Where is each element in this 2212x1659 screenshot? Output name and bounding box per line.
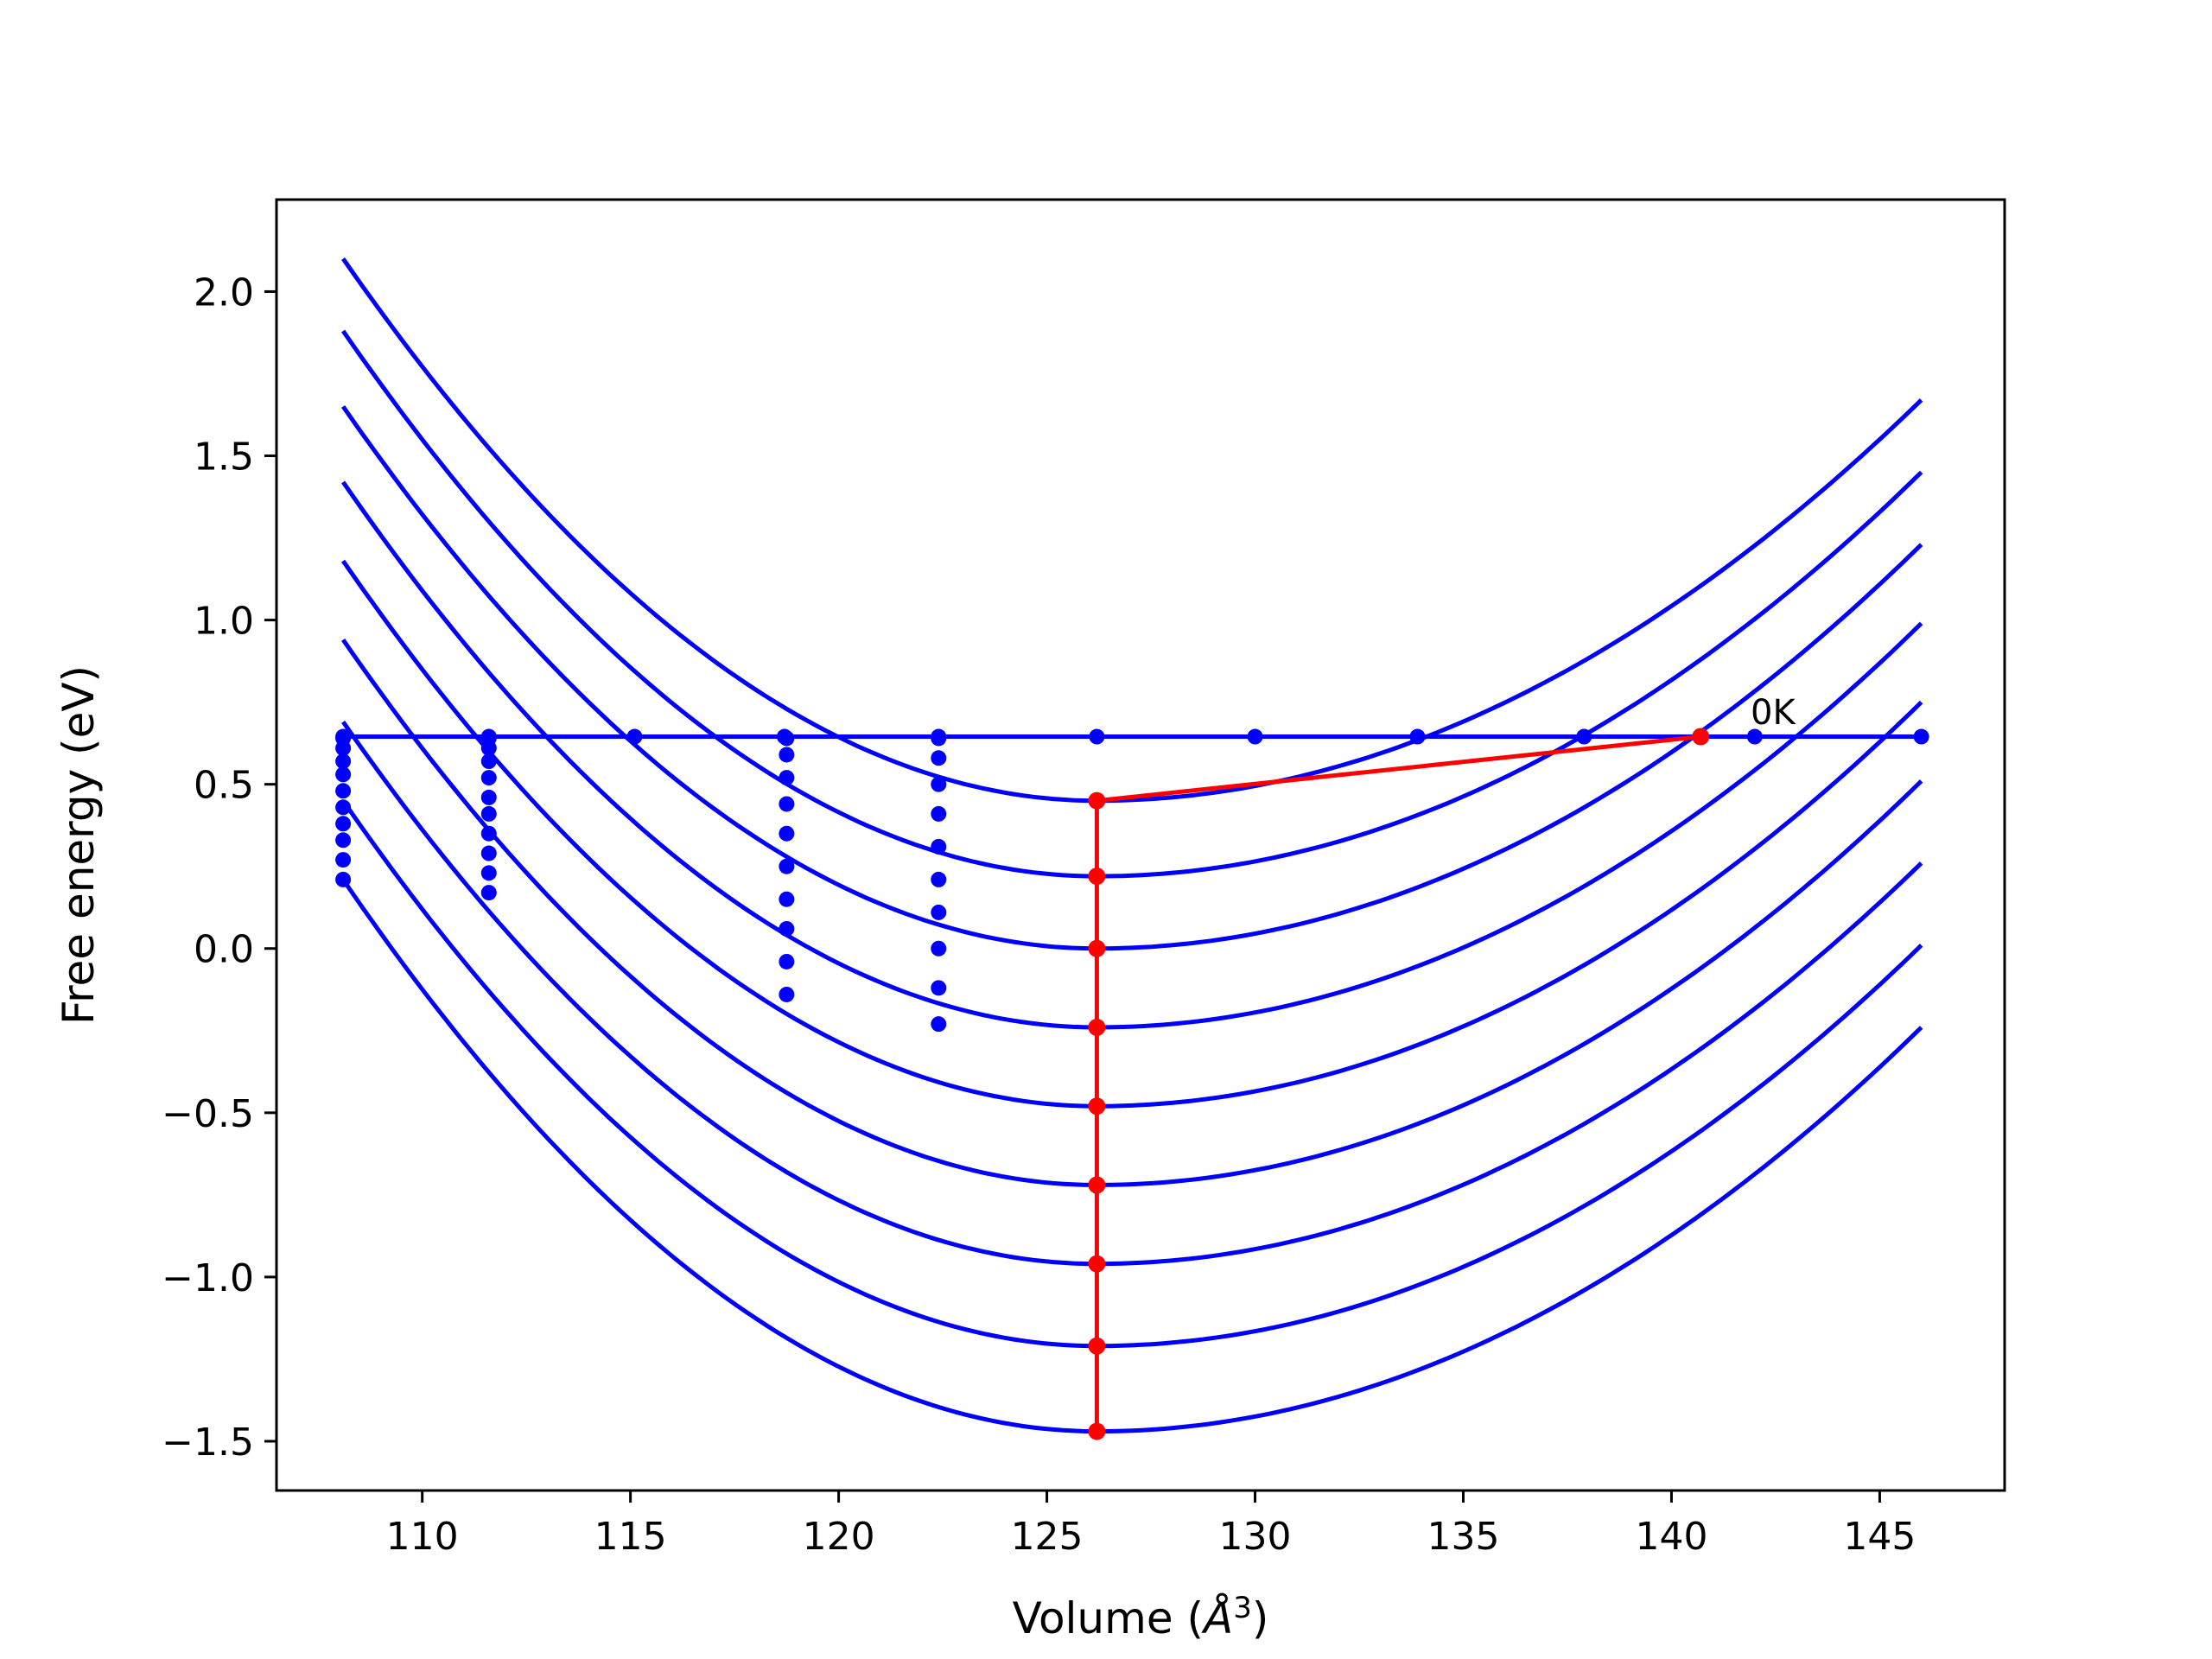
red-diagonal-line <box>1096 734 1701 804</box>
energy-curve-7 <box>341 720 1923 1267</box>
dot-column-4-point-4 <box>931 805 947 822</box>
x-tick-label-125: 125 <box>1011 1515 1084 1559</box>
dots-layer <box>335 728 1929 1033</box>
dot-column-2-point-3 <box>480 753 497 770</box>
dot-column-1-point-8 <box>335 832 352 849</box>
zero-k-point-10 <box>1746 728 1763 745</box>
red-point-4 <box>1088 1018 1106 1036</box>
y-tick-label-0: −1.5 <box>162 1421 254 1465</box>
dot-column-3-point-1 <box>779 730 795 747</box>
x-tick-label-145: 145 <box>1843 1515 1916 1559</box>
red-point-8 <box>1088 1337 1106 1355</box>
dot-column-2-point-9 <box>480 865 497 881</box>
dot-column-2-point-5 <box>480 789 497 805</box>
dot-column-3-point-4 <box>779 796 795 812</box>
red-point-6 <box>1088 1176 1106 1194</box>
dot-column-2-point-6 <box>480 805 497 822</box>
dot-column-4-point-2 <box>931 750 947 766</box>
x-tick-label-135: 135 <box>1427 1515 1500 1559</box>
dot-column-3-point-10 <box>779 986 795 1002</box>
dot-column-2-point-8 <box>480 845 497 861</box>
dot-column-2-point-4 <box>480 770 497 786</box>
x-axis-label-close: ) <box>1252 1593 1269 1643</box>
x-tick-label-130: 130 <box>1219 1515 1292 1559</box>
energy-curve-9 <box>341 878 1923 1434</box>
energy-curve-2 <box>341 329 1923 879</box>
dot-column-1-point-7 <box>335 816 352 832</box>
x-axis-label: Volume (Å3) <box>1013 1591 1269 1643</box>
x-tick-label-140: 140 <box>1635 1515 1707 1559</box>
dot-column-3-point-3 <box>779 770 795 786</box>
x-axis-label-text: Volume ( <box>1013 1593 1204 1643</box>
y-tick-label-4: 0.5 <box>194 764 254 808</box>
y-tick-label-7: 2.0 <box>194 270 254 315</box>
red-endpoint <box>1692 728 1710 746</box>
zero-k-point-6 <box>1089 728 1105 745</box>
dot-column-1-point-4 <box>335 766 352 783</box>
zero-k-point-9 <box>1576 728 1592 745</box>
red-point-9 <box>1088 1422 1106 1440</box>
dot-column-3-point-5 <box>779 825 795 842</box>
dot-column-4-point-8 <box>931 940 947 957</box>
energy-curve-8 <box>341 799 1923 1349</box>
annotations-layer: 0K <box>1751 693 1796 733</box>
y-axis-label: Free energy (eV) <box>54 665 104 1025</box>
red-point-2 <box>1088 868 1106 886</box>
x-axis-label-symbol: Å <box>1201 1593 1233 1643</box>
energy-curve-3 <box>341 405 1923 951</box>
dot-column-3-point-2 <box>779 747 795 763</box>
energy-curve-6 <box>341 638 1923 1187</box>
annotation-1: 0K <box>1751 693 1796 733</box>
x-tick-label-115: 115 <box>594 1515 667 1559</box>
dot-column-1-point-2 <box>335 740 352 756</box>
dot-column-2-point-7 <box>480 825 497 842</box>
energy-curve-4 <box>341 480 1923 1030</box>
dot-column-1-point-10 <box>335 871 352 887</box>
y-tick-label-3: 0.0 <box>194 928 254 972</box>
energy-curve-5 <box>341 559 1923 1109</box>
zero-k-point-8 <box>1409 728 1426 745</box>
dot-column-4-point-7 <box>931 904 947 920</box>
zero-k-point-7 <box>1247 728 1263 745</box>
red-point-1 <box>1088 791 1106 810</box>
y-tick-label-1: −1.0 <box>162 1256 254 1300</box>
dot-column-1-point-3 <box>335 753 352 770</box>
plot-frame <box>275 198 2006 1492</box>
dot-column-2-point-2 <box>480 740 497 756</box>
dot-column-3-point-8 <box>779 920 795 937</box>
y-tick-label-6: 1.5 <box>194 435 254 480</box>
red-point-7 <box>1088 1255 1106 1273</box>
curves-layer <box>341 257 1923 1434</box>
red-point-5 <box>1088 1097 1106 1116</box>
dot-column-3-point-9 <box>779 953 795 969</box>
dot-column-4-point-1 <box>931 730 947 747</box>
y-tick-label-2: −0.5 <box>162 1092 254 1136</box>
zero-k-point-3 <box>626 728 643 745</box>
dot-column-2-point-10 <box>480 885 497 901</box>
zero-k-point-11 <box>1913 728 1929 745</box>
x-tick-label-110: 110 <box>386 1515 459 1559</box>
ticks-layer: 110 115 120 125 130 135 140 145 −1.5 −1.0 −0.5 0.0 0… <box>162 270 1916 1559</box>
dot-column-4-point-5 <box>931 838 947 855</box>
dot-column-1-point-9 <box>335 852 352 868</box>
red-point-3 <box>1088 939 1106 957</box>
dot-column-1-point-5 <box>335 783 352 799</box>
x-tick-label-120: 120 <box>803 1515 875 1559</box>
dot-column-4-point-6 <box>931 871 947 887</box>
y-tick-label-5: 1.0 <box>194 600 254 644</box>
energy-curve-1 <box>341 257 1923 804</box>
dot-column-4-point-3 <box>931 776 947 792</box>
dot-column-4-point-10 <box>931 1016 947 1033</box>
dot-column-3-point-7 <box>779 891 795 907</box>
dot-column-4-point-9 <box>931 980 947 996</box>
dot-column-3-point-6 <box>779 858 795 874</box>
x-axis-label-superscript: 3 <box>1233 1591 1252 1625</box>
red-path-layer <box>1088 728 1710 1440</box>
dot-column-1-point-6 <box>335 799 352 816</box>
